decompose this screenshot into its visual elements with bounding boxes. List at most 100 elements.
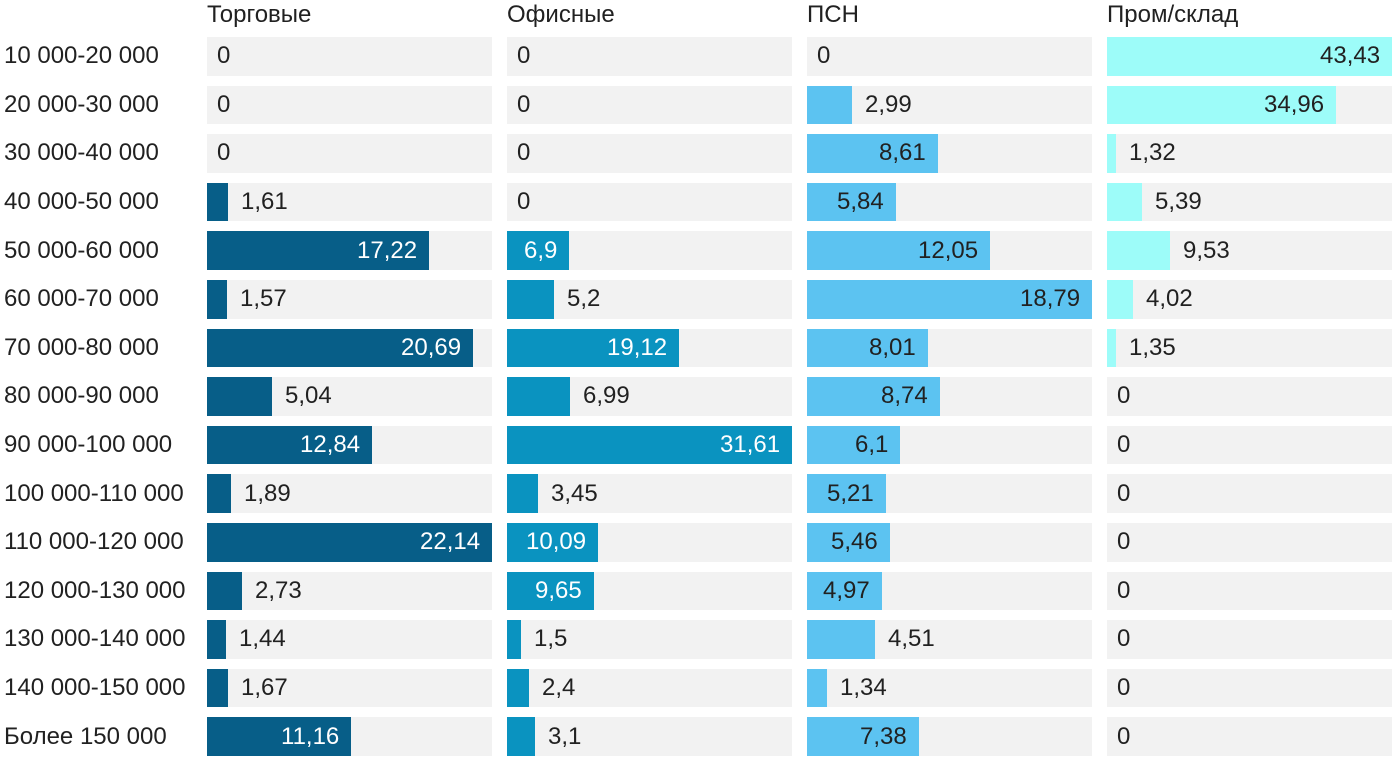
- row-label: 140 000-150 000: [4, 674, 186, 702]
- bar-track: 3,1: [507, 717, 792, 756]
- bar-fill: [207, 425, 373, 465]
- bar-track: 0: [1107, 425, 1392, 465]
- bar-track: 9,65: [507, 571, 792, 611]
- chart-row: 60 000-70 000 1,57 5,2 18,79 4,02: [4, 279, 1392, 319]
- bar-track: 1,89: [207, 474, 492, 513]
- bar-track: 4,97: [807, 571, 1092, 611]
- chart-row: 50 000-60 000 17,22 6,9 12,05 9,53: [4, 231, 1392, 270]
- bar-value-label: 0: [517, 139, 531, 167]
- chart-rows: 10 000-20 000 0 0 0 43,43 20 000-30 000 0 0 2,99…: [4, 37, 1392, 756]
- bar-value-label: 0: [817, 42, 831, 70]
- bar-value-label: 4,51: [888, 625, 935, 653]
- bar-fill: [207, 620, 226, 659]
- bar-fill: [207, 377, 272, 416]
- bar-track: 1,44: [207, 620, 492, 659]
- bar-value-label: 8,01: [869, 333, 916, 361]
- bar-track: 2,99: [807, 85, 1092, 125]
- chart-row: 90 000-100 000 12,84 31,61 6,1 0: [4, 425, 1392, 465]
- row-label: 50 000-60 000: [4, 236, 159, 264]
- bar-value-label: 8,74: [881, 382, 928, 410]
- chart-row: 40 000-50 000 1,61 0 5,84 5,39: [4, 182, 1392, 222]
- bar-track: 19,12: [507, 328, 792, 368]
- bar-track: 1,61: [207, 182, 492, 222]
- bar-value-label: 18,79: [1020, 285, 1081, 313]
- bar-value-label: 2,4: [542, 674, 576, 702]
- row-label: 90 000-100 000: [4, 431, 173, 459]
- bar-value-label: 6,99: [583, 382, 630, 410]
- bar-value-label: 12,05: [918, 236, 979, 264]
- chart-row: Более 150 000 11,16 3,1 7,38 0: [4, 717, 1392, 756]
- bar-track: 0: [207, 85, 492, 125]
- bar-fill: [507, 717, 535, 756]
- bar-track: 20,69: [207, 328, 492, 368]
- bar-fill: [1107, 182, 1143, 222]
- bar-value-label: 3,1: [548, 722, 582, 750]
- bar-track: 0: [807, 37, 1092, 76]
- bar-fill: [207, 231, 429, 270]
- bar-fill: [807, 571, 883, 611]
- bar-value-label: 1,67: [241, 674, 288, 702]
- bar-value-label: 1,34: [840, 674, 887, 702]
- bar-track: 31,61: [507, 425, 792, 465]
- chart-row: 140 000-150 000 1,67 2,4 1,34 0: [4, 668, 1392, 708]
- bar-track: 5,21: [807, 474, 1092, 513]
- bar-track: 1,34: [807, 668, 1092, 708]
- bar-fill: [807, 522, 890, 562]
- bar-track: 2,73: [207, 571, 492, 611]
- bar-track: 22,14: [207, 522, 492, 562]
- bar-track: 0: [507, 182, 792, 222]
- bar-fill: [507, 377, 571, 416]
- bar-fill: [807, 328, 929, 368]
- bar-track: 10,09: [507, 522, 792, 562]
- bar-track: 5,84: [807, 182, 1092, 222]
- chart-row: 130 000-140 000 1,44 1,5 4,51 0: [4, 620, 1392, 659]
- bar-value-label: 7,38: [860, 722, 907, 750]
- bar-track: 2,4: [507, 668, 792, 708]
- bar-value-label: 4,02: [1146, 285, 1193, 313]
- bar-track: 6,1: [807, 425, 1092, 465]
- bar-fill: [507, 328, 680, 368]
- bar-value-label: 1,44: [239, 625, 286, 653]
- bar-fill: [207, 328, 474, 368]
- bar-track: 3,45: [507, 474, 792, 513]
- row-label: 10 000-20 000: [4, 42, 159, 70]
- bar-value-label: 4,97: [823, 576, 870, 604]
- bar-track: 1,57: [207, 279, 492, 319]
- bar-value-label: 0: [517, 90, 531, 118]
- column-header-prom-sklad: Пром/склад: [1107, 1, 1239, 28]
- bar-fill: [807, 377, 940, 416]
- bar-value-label: 1,89: [244, 479, 291, 507]
- bar-value-label: 5,46: [831, 528, 878, 556]
- bar-track: 5,2: [507, 279, 792, 319]
- bar-value-label: 9,65: [535, 576, 582, 604]
- bar-fill: [507, 620, 521, 659]
- row-label: 120 000-130 000: [4, 576, 186, 604]
- row-label: 40 000-50 000: [4, 188, 159, 216]
- bar-value-label: 19,12: [607, 333, 668, 361]
- row-label: 70 000-80 000: [4, 333, 159, 361]
- row-label: 130 000-140 000: [4, 625, 186, 653]
- bar-track: 0: [1107, 620, 1392, 659]
- bar-value-label: 0: [217, 139, 231, 167]
- bar-track: 5,04: [207, 377, 492, 416]
- bar-track: 0: [207, 37, 492, 76]
- chart-row: 70 000-80 000 20,69 19,12 8,01 1,35: [4, 328, 1392, 368]
- bar-fill: [1107, 134, 1116, 173]
- bar-fill: [507, 571, 594, 611]
- bar-fill: [207, 571, 243, 611]
- bar-track: 8,01: [807, 328, 1092, 368]
- bar-fill: [807, 474, 887, 513]
- chart-row: 10 000-20 000 0 0 0 43,43: [4, 37, 1392, 76]
- bar-value-label: 2,99: [865, 90, 912, 118]
- column-header-psn: ПСН: [807, 1, 859, 28]
- bar-fill: [1107, 85, 1337, 125]
- bar-track: 7,38: [807, 717, 1092, 756]
- bar-value-label: 22,14: [420, 528, 481, 556]
- bar-fill: [507, 279, 554, 319]
- column-header-torgovye: Торговые: [207, 1, 312, 28]
- row-label: 60 000-70 000: [4, 285, 159, 313]
- bar-value-label: 12,84: [300, 431, 361, 459]
- bar-fill: [807, 182, 896, 222]
- bar-value-label: 8,61: [879, 139, 926, 167]
- header-row: Торговые Офисные ПСН Пром/склад: [4, 0, 1392, 37]
